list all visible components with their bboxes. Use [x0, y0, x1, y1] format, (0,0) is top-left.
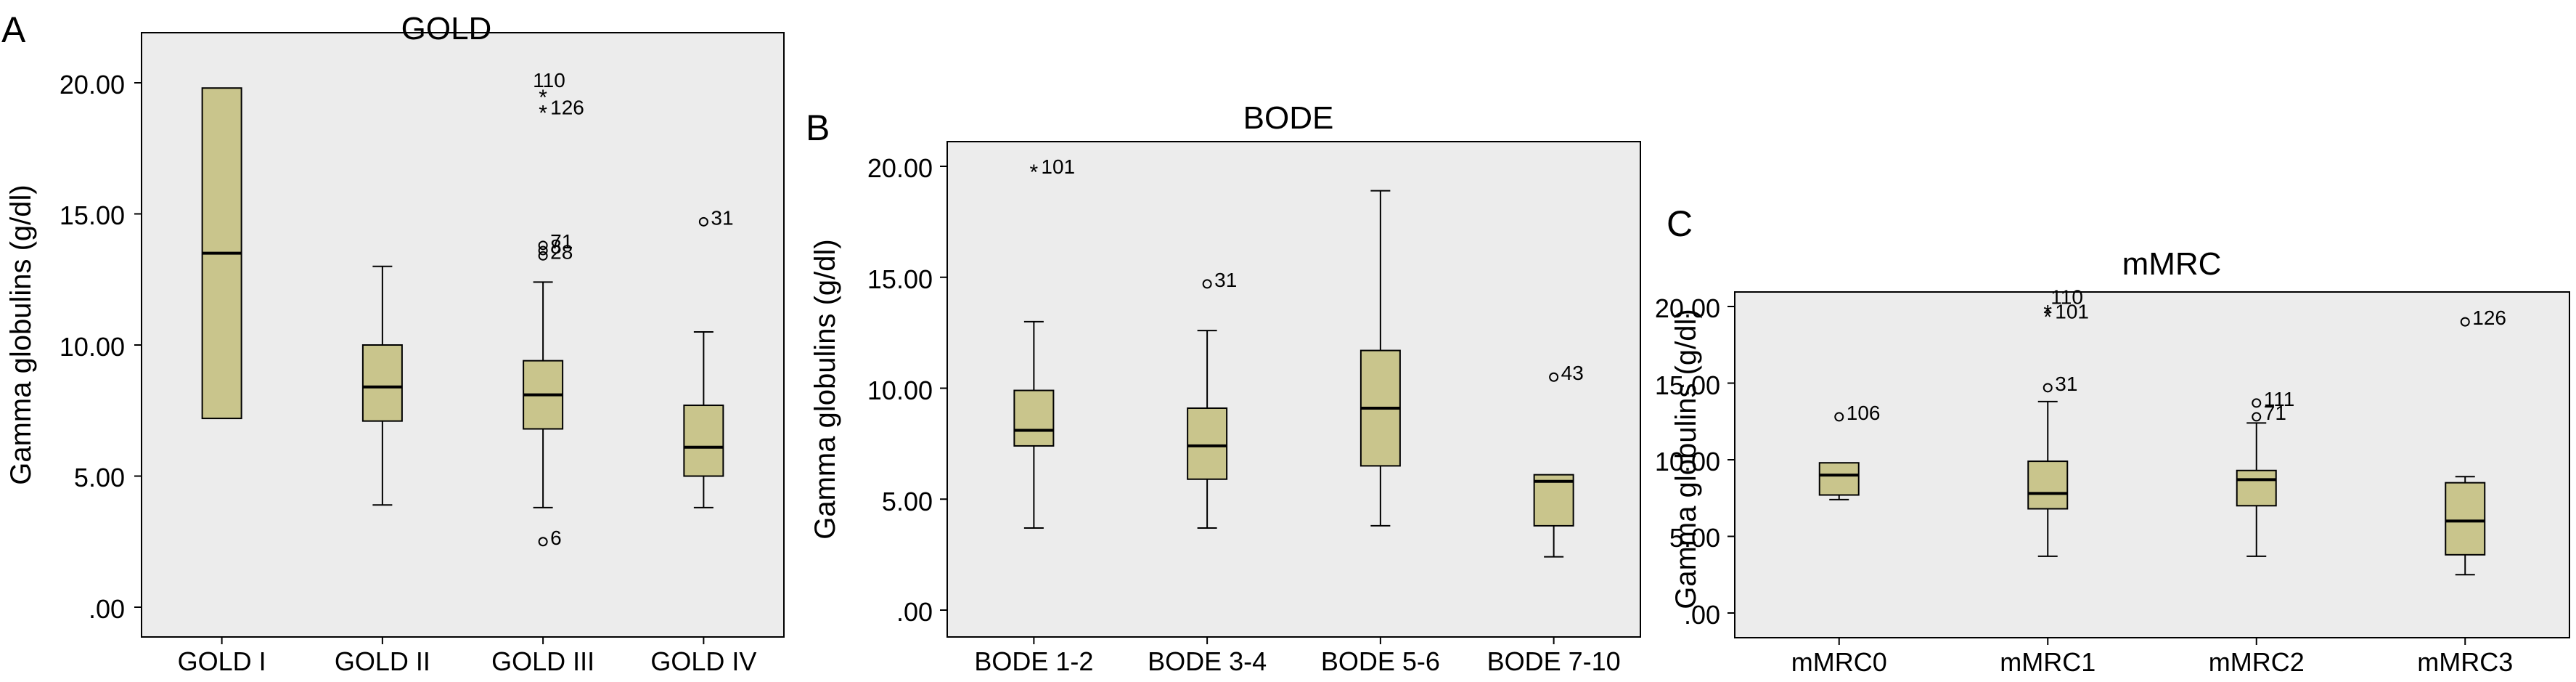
panel-gold: A GOLD Gamma globulins (g/dl) .00 5.00 1…	[1, 9, 785, 676]
outlier-star: *	[1030, 161, 1039, 184]
box-iqr	[1818, 462, 1860, 496]
y-tick-label: 10.00	[1655, 447, 1720, 476]
outlier-label: 126	[2472, 307, 2506, 329]
y-tick-label: 15.00	[60, 200, 125, 230]
panel-letter: A	[1, 9, 26, 50]
outlier-label: 126	[550, 97, 584, 119]
y-tick-label: .00	[896, 597, 933, 627]
plot-area	[1734, 291, 2570, 638]
outlier-circle	[1549, 372, 1559, 382]
outlier-label: 43	[1561, 362, 1584, 384]
box-iqr	[1013, 389, 1055, 447]
outlier-circle	[538, 245, 548, 256]
outlier-label: 101	[1041, 155, 1075, 178]
outlier-circle	[2460, 317, 2470, 327]
outlier-circle	[2252, 398, 2262, 408]
y-tick-label: 15.00	[867, 264, 933, 294]
plot-area	[946, 141, 1641, 638]
y-axis-ticks: .00 5.00 10.00 15.00 20.00	[867, 153, 933, 627]
outlier-label: 71	[550, 230, 573, 253]
x-tick-label: GOLD IV	[650, 646, 756, 676]
outlier-label: 31	[2055, 373, 2077, 395]
chart-title: mMRC	[2122, 246, 2222, 282]
plot-area	[141, 32, 785, 638]
outlier-star: *	[539, 86, 547, 110]
box-iqr	[2445, 482, 2486, 556]
x-tick-label: GOLD I	[178, 646, 266, 676]
y-tick-label: 5.00	[1669, 523, 1720, 553]
outlier-label: 6	[550, 527, 562, 549]
outlier-circle	[698, 216, 708, 227]
outlier-label: 28	[550, 240, 573, 263]
outlier-circle	[538, 240, 548, 251]
x-tick-label: mMRC0	[1791, 647, 1887, 677]
y-tick-label: 20.00	[1655, 293, 1720, 323]
box-iqr	[683, 405, 724, 477]
y-tick-label: 20.00	[60, 70, 125, 100]
x-tick-label: GOLD III	[491, 646, 594, 676]
outlier-label: 101	[2055, 301, 2089, 323]
outlier-label: 31	[711, 206, 733, 229]
x-tick-label: mMRC2	[2209, 647, 2305, 677]
box-iqr	[361, 344, 403, 422]
outlier-circle	[538, 251, 548, 261]
y-tick-label: .00	[1684, 600, 1720, 630]
outlier-label: 8	[550, 235, 562, 258]
y-tick-label: 5.00	[882, 487, 933, 516]
x-tick-label: BODE 1-2	[974, 646, 1093, 676]
outlier-star: *	[2043, 301, 2052, 325]
x-tick-label: BODE 3-4	[1148, 646, 1267, 676]
x-tick-label: mMRC1	[2000, 647, 2095, 677]
box-series: BODE 1-2 * 101 BODE 3-4 31 BODE 5-6 BODE 7-10 4…	[940, 155, 1621, 676]
outlier-circle	[538, 537, 548, 547]
y-tick-label: 10.00	[60, 332, 125, 362]
panel-letter: B	[806, 107, 830, 148]
outlier-label: 31	[1214, 269, 1237, 291]
x-tick-label: BODE 5-6	[1321, 646, 1440, 676]
panel-mmrc: C mMRC Gamma globulins (g/dl) .00 5.00 1…	[1655, 203, 2570, 677]
box-iqr	[1533, 474, 1574, 527]
y-tick-label: .00	[89, 594, 125, 624]
outlier-circle	[2043, 383, 2053, 393]
box-iqr	[1187, 407, 1228, 480]
outlier-star: *	[2043, 306, 2052, 330]
chart-title: BODE	[1243, 100, 1334, 136]
panel-bode: B BODE Gamma globulins (g/dl) .00 5.00 1…	[806, 100, 1641, 676]
y-tick-label: 15.00	[1655, 370, 1720, 400]
y-tick-label: 10.00	[867, 375, 933, 405]
outlier-circle	[1202, 279, 1212, 289]
outlier-star: *	[539, 102, 547, 126]
x-tick-label: BODE 7-10	[1487, 646, 1621, 676]
y-axis-label: Gamma globulins (g/dl)	[1670, 309, 1702, 609]
box-iqr	[2236, 469, 2277, 507]
outlier-label: 110	[2050, 285, 2083, 308]
y-axis-label: Gamma globulins (g/dl)	[809, 239, 841, 540]
outlier-label: 111	[2264, 388, 2295, 410]
y-tick-label: 20.00	[867, 153, 933, 183]
chart-title: GOLD	[401, 11, 492, 46]
box-iqr	[2027, 460, 2069, 510]
x-tick-label: GOLD II	[335, 646, 430, 676]
outlier-circle	[2252, 412, 2262, 422]
outlier-label: 110	[533, 69, 565, 92]
y-axis-ticks: .00 5.00 10.00 15.00 20.00	[1655, 293, 1720, 630]
box-series: GOLD I GOLD II GOLD III*110* 126718286GOLD …	[134, 69, 756, 676]
y-tick-label: 5.00	[74, 463, 125, 492]
x-tick-label: mMRC3	[2417, 647, 2513, 677]
outlier-label: 71	[2264, 402, 2286, 424]
outlier-label: 106	[1847, 402, 1881, 424]
y-axis-label: Gamma globulins (g/dl)	[5, 184, 37, 485]
y-axis-ticks: .00 5.00 10.00 15.00 20.00	[60, 70, 125, 624]
panel-letter: C	[1667, 203, 1693, 244]
outlier-circle	[1834, 412, 1844, 422]
